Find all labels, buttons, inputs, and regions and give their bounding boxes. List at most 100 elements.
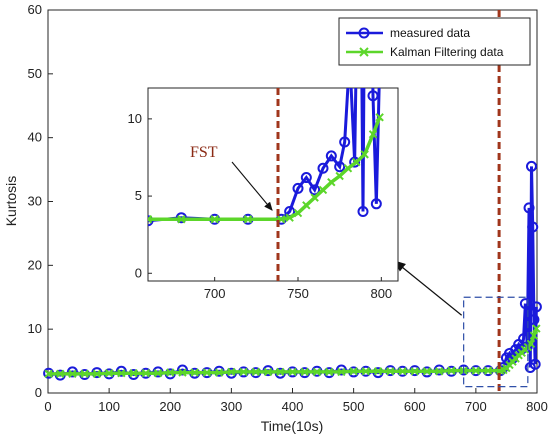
- inset-measured-point: [357, 206, 369, 218]
- kalman-point: [471, 366, 481, 375]
- kalman-point: [349, 367, 358, 376]
- inset-x-tick-label: 800: [370, 286, 392, 301]
- kalman-point: [263, 367, 273, 377]
- x-tick-label: 800: [526, 399, 548, 414]
- inset-measured-point: [349, 156, 361, 168]
- measured-point: [66, 366, 78, 378]
- measured-point: [115, 365, 127, 377]
- x-tick-label: 600: [404, 399, 426, 414]
- inset-y-tick-label: 10: [128, 111, 142, 126]
- kalman-point: [434, 367, 444, 376]
- kalman-point: [324, 367, 334, 377]
- kalman-point: [92, 369, 102, 379]
- inset-kalman-point: [302, 201, 311, 210]
- zoom-arrow: [393, 260, 463, 316]
- inset-y-tick-label: 5: [135, 188, 142, 203]
- x-tick-label: 0: [44, 399, 51, 414]
- inset-kalman-point: [368, 130, 378, 139]
- inset-kalman-point: [177, 215, 186, 224]
- kalman-point: [532, 324, 541, 333]
- y-tick-label: 30: [28, 194, 42, 209]
- kalman-point: [227, 367, 236, 377]
- legend-measured-label: measured data: [390, 26, 470, 40]
- x-tick-label: 300: [221, 399, 243, 414]
- measured-point: [530, 301, 542, 313]
- legend-kalman-label: Kalman Filtering data: [390, 45, 504, 59]
- inset-measured-point: [339, 136, 351, 148]
- kalman-point: [373, 367, 383, 376]
- kalman-point: [276, 367, 285, 377]
- kalman-point: [68, 369, 77, 379]
- kalman-point: [300, 367, 309, 377]
- inset-measured-point: [317, 162, 329, 174]
- inset-kalman-point: [310, 193, 319, 202]
- inset-kalman-point: [335, 171, 344, 181]
- inset-series: [148, 88, 384, 227]
- kalman-point: [337, 367, 346, 377]
- fst-annotation-arrow: [231, 161, 273, 211]
- fst-annotation-label: FST: [190, 144, 218, 161]
- kalman-point: [166, 368, 175, 377]
- kalman-point: [410, 367, 419, 376]
- x-tick-label: 500: [343, 399, 365, 414]
- kalman-point: [526, 339, 536, 349]
- kalman-point: [483, 366, 493, 375]
- inset-kalman-point: [327, 177, 336, 187]
- inset-measured-point: [325, 150, 337, 162]
- measured-point: [176, 364, 188, 376]
- inset-kalman-point: [210, 215, 219, 224]
- inset-kalman-point: [293, 208, 303, 218]
- kalman-point: [361, 367, 371, 376]
- kalman-point: [386, 367, 395, 376]
- inset-measured-line: [148, 88, 381, 223]
- inset-measured-point: [300, 172, 312, 184]
- kalman-point: [398, 367, 407, 376]
- legend-kalman-marker: [359, 47, 369, 57]
- kalman-point: [190, 368, 199, 377]
- kalman-point: [104, 369, 114, 378]
- kalman-point: [214, 368, 224, 377]
- y-tick-label: 0: [35, 385, 42, 400]
- y-tick-label: 50: [28, 66, 42, 81]
- inset-measured-point: [370, 198, 382, 210]
- kalman-point: [239, 367, 248, 377]
- kalman-point: [56, 369, 65, 379]
- inset-kalman-point: [148, 215, 153, 224]
- kalman-point: [129, 369, 138, 378]
- kalman-point: [153, 369, 163, 378]
- x-tick-label: 100: [98, 399, 120, 414]
- kalman-point: [422, 367, 432, 376]
- legend-box: [338, 17, 531, 66]
- measured-point: [527, 221, 539, 233]
- x-tick-label: 400: [282, 399, 304, 414]
- inset-kalman-point: [318, 185, 328, 195]
- measured-point: [519, 298, 531, 310]
- x-axis-label: Time(10s): [261, 418, 324, 434]
- inset-y-tick-label: 0: [135, 265, 142, 280]
- x-tick-label: 700: [465, 399, 487, 414]
- y-tick-label: 40: [28, 130, 42, 145]
- inset-kalman-point: [243, 215, 253, 224]
- inset-plot-area: [147, 87, 399, 282]
- inset-ticks: 700 750 800 0 5 10: [128, 111, 393, 301]
- y-tick-label: 20: [28, 257, 42, 272]
- kalman-point: [312, 367, 322, 377]
- kalman-point: [178, 368, 187, 377]
- measured-point: [525, 160, 537, 172]
- measured-point: [529, 358, 541, 370]
- inset-x-tick-label: 750: [287, 286, 309, 301]
- inset-kalman-point: [343, 164, 353, 173]
- inset-measured-point: [292, 182, 304, 194]
- legend-measured-marker: [358, 27, 370, 39]
- inset-measured-point: [334, 161, 346, 173]
- kalman-point: [447, 366, 456, 375]
- inset-kalman-point: [285, 213, 294, 222]
- kalman-point: [117, 369, 126, 378]
- kalman-point: [80, 369, 89, 379]
- x-tick-label: 200: [159, 399, 181, 414]
- y-tick-label: 60: [28, 2, 42, 17]
- inset-measured-point: [309, 184, 321, 196]
- inset-kalman-point: [375, 113, 384, 122]
